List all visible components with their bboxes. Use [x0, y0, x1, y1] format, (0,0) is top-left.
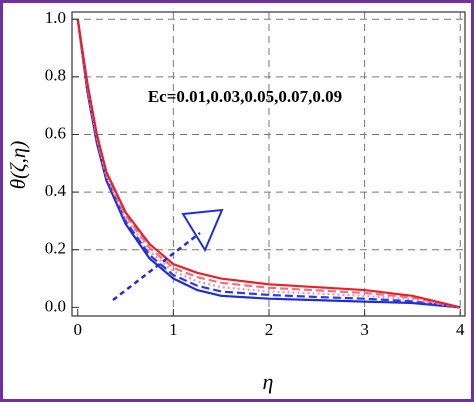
x-tick-label: 3 [360, 320, 369, 339]
x-tick-label: 2 [265, 320, 274, 339]
grid [72, 12, 465, 316]
y-axis-label: θ(ζ,η) [6, 141, 30, 189]
y-tick-label: 0.8 [45, 66, 66, 85]
lines [76, 19, 461, 309]
x-tick-label: 0 [73, 320, 82, 339]
y-tick-label: 0.4 [45, 181, 67, 200]
arrow-shaft [112, 232, 201, 301]
series-line [76, 19, 461, 309]
y-tick-label: 0.2 [45, 239, 66, 258]
y-tick-label: 0.6 [45, 123, 66, 142]
x-axis-label: η [263, 369, 274, 394]
annotation: Ec=0.01,0.03,0.05,0.07,0.09 [148, 87, 342, 106]
arrow-head [181, 208, 224, 253]
series-line [76, 19, 461, 309]
y-tick-label: 1.0 [45, 8, 66, 27]
x-tick-label: 1 [169, 320, 178, 339]
series-line [76, 19, 461, 309]
y-tick-label: 0.0 [45, 296, 66, 315]
x-tick-label: 4 [456, 320, 465, 339]
